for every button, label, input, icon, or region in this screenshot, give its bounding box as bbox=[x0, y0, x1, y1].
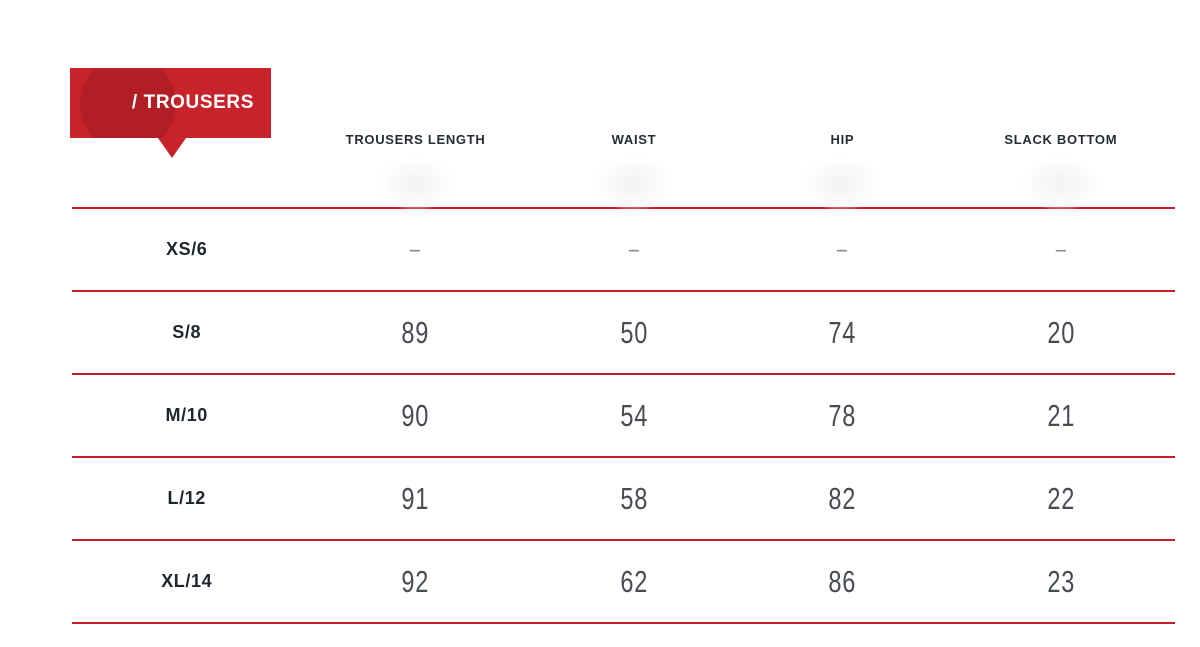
cell-slack-bottom: 20 bbox=[1046, 314, 1075, 350]
measurement-image-placeholder bbox=[592, 157, 675, 211]
cell-waist: 58 bbox=[620, 480, 648, 516]
cell-slack-bottom: 21 bbox=[1046, 397, 1075, 433]
cell-slack-bottom: – bbox=[1055, 235, 1067, 263]
table-row: XL/14 92 62 86 23 bbox=[72, 539, 1175, 622]
badge-label: / TROUSERS bbox=[131, 92, 254, 113]
cell-waist: 54 bbox=[620, 397, 648, 433]
cell-trousers-length: 90 bbox=[401, 397, 430, 433]
cell-hip: 86 bbox=[828, 563, 857, 599]
table-row: L/12 91 58 82 22 bbox=[72, 456, 1175, 539]
cell-trousers-length: 92 bbox=[401, 563, 430, 599]
cell-hip: – bbox=[836, 235, 848, 263]
cell-slack-bottom: 23 bbox=[1046, 563, 1075, 599]
column-header-hip: HIP bbox=[738, 120, 946, 211]
cell-trousers-length: 91 bbox=[401, 480, 430, 516]
size-table: TROUSERS LENGTH WAIST HIP SLACK BOTTOM X… bbox=[72, 120, 1175, 624]
measurement-image-placeholder bbox=[1019, 157, 1102, 211]
row-size-label: L/12 bbox=[167, 488, 206, 508]
row-size-label: XL/14 bbox=[161, 571, 213, 591]
cell-waist: 62 bbox=[620, 563, 648, 599]
measurement-image-placeholder bbox=[801, 157, 884, 211]
column-header-waist: WAIST bbox=[530, 120, 738, 211]
badge-circle-decoration bbox=[80, 68, 176, 138]
row-size-label: M/10 bbox=[165, 405, 208, 425]
cell-trousers-length: – bbox=[410, 235, 422, 263]
column-header-label: HIP bbox=[830, 132, 855, 147]
cell-hip: 74 bbox=[828, 314, 857, 350]
column-header-label: SLACK BOTTOM bbox=[1004, 132, 1118, 147]
measurement-image-placeholder bbox=[374, 157, 457, 211]
column-header-slack-bottom: SLACK BOTTOM bbox=[947, 120, 1175, 211]
trousers-tab-badge[interactable]: / TROUSERS bbox=[70, 68, 271, 138]
column-header-spacer bbox=[72, 120, 301, 207]
cell-waist: – bbox=[628, 235, 640, 263]
cell-waist: 50 bbox=[620, 314, 648, 350]
badge-pointer bbox=[158, 138, 186, 158]
table-row: M/10 90 54 78 21 bbox=[72, 373, 1175, 456]
table-row: S/8 89 50 74 20 bbox=[72, 290, 1175, 373]
column-header-label: WAIST bbox=[611, 132, 657, 147]
column-header-trousers-length: TROUSERS LENGTH bbox=[301, 120, 529, 211]
cell-trousers-length: 89 bbox=[401, 314, 430, 350]
table-header-row: TROUSERS LENGTH WAIST HIP SLACK BOTTOM bbox=[72, 120, 1175, 211]
row-size-label: XS/6 bbox=[165, 239, 208, 259]
cell-hip: 82 bbox=[828, 480, 857, 516]
table-row: XS/6 – – – – bbox=[72, 207, 1175, 290]
cell-hip: 78 bbox=[828, 397, 857, 433]
row-size-label: S/8 bbox=[172, 322, 202, 342]
cell-slack-bottom: 22 bbox=[1046, 480, 1075, 516]
column-header-label: TROUSERS LENGTH bbox=[345, 132, 486, 147]
